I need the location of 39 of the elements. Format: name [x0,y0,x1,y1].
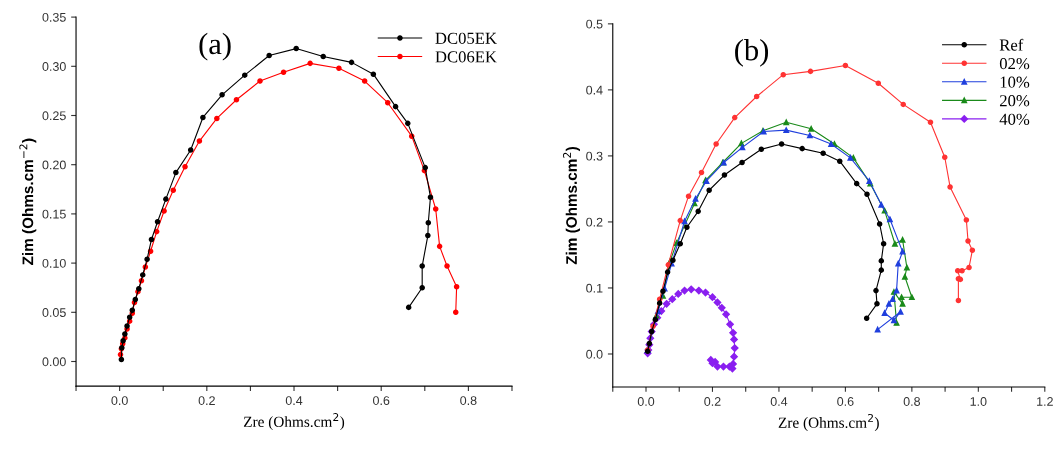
annotation: (a) [199,32,231,61]
annotation: (b) [735,38,769,67]
x-tick-label: 0.2 [704,397,721,406]
legend-label: 02% [999,57,1030,70]
y-tick-label: 0.05 [42,308,66,317]
legend-label: 40% [999,113,1030,125]
y-tick-label: 0.5 [586,19,603,29]
x-tick-label: 0.0 [637,397,655,406]
x-axis-title: Zre (Ohms.cm$^{2}$) [778,413,879,431]
y-tick-label: 0.3 [586,151,603,161]
x-tick-label: 0.6 [837,397,854,406]
y-axis-title: Zim (Ohms.cm$^{2}$) [563,146,580,265]
x-tick-label: 0.8 [460,396,477,405]
y-tick-label: 0.20 [42,160,66,170]
x-tick-label: 0.4 [770,397,788,406]
x-tick-label: 1.2 [1037,397,1053,406]
legend-label: DC05EK [435,32,497,44]
y-tick-label: 0.25 [42,111,66,121]
x-tick-label: 0.4 [285,396,303,405]
y-tick-label: 0.15 [42,209,66,219]
x-tick-label: 1.0 [970,397,987,406]
x-tick-label: 0.8 [903,397,921,406]
y-tick-label: 0.0 [586,349,603,359]
legend-label: 20% [999,95,1030,107]
y-tick-label: 0.1 [586,283,603,293]
y-tick-label: 0.00 [42,357,66,367]
x-tick-label: 0.2 [198,396,215,405]
legend-label: Ref [999,38,1024,51]
x-axis-title: Zre (Ohms.cm$^{2}$) [243,413,345,431]
y-axis-title: Zim (Ohms.cm$^{−2}$) [19,138,37,265]
y-tick-label: 0.4 [586,85,603,95]
y-tick-label: 0.35 [42,12,66,22]
y-tick-label: 0.10 [42,258,66,268]
legend-label: 10% [1000,76,1030,88]
y-tick-label: 0.2 [586,217,603,227]
x-tick-label: 0.0 [111,396,128,405]
x-tick-label: 0.6 [373,396,390,405]
legend-label: DC06EK [435,51,497,63]
y-tick-label: 0.30 [42,62,66,71]
